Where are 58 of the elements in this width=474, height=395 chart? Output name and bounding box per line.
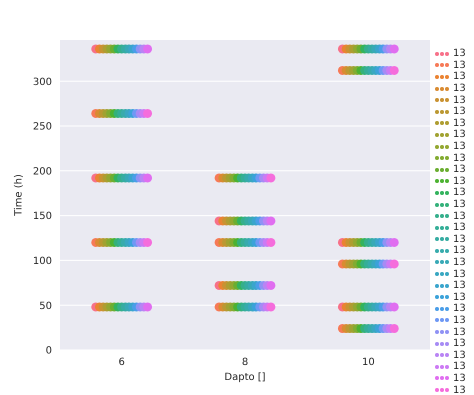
- legend-label: 13: [453, 210, 466, 222]
- legend-label: 13: [453, 222, 466, 234]
- legend-label: 13: [453, 326, 466, 338]
- legend-label: 13: [453, 60, 466, 71]
- x-tick-label: 10: [362, 357, 375, 368]
- legend-label: 13: [453, 71, 466, 82]
- legend-label: 13: [453, 361, 466, 372]
- point: [390, 259, 399, 268]
- point: [266, 238, 276, 247]
- legend-label: 13: [453, 152, 466, 164]
- point: [143, 108, 152, 118]
- point: [390, 324, 399, 333]
- legend-label: 13: [453, 245, 466, 256]
- legend-label: 13: [453, 234, 466, 245]
- legend-label: 13: [453, 106, 466, 118]
- x-tick-label: 6: [118, 357, 125, 368]
- y-tick-label: 0: [46, 346, 52, 357]
- legend-label: 13: [453, 303, 466, 314]
- legend-label: 13: [453, 83, 466, 94]
- legend-label: 13: [453, 48, 466, 60]
- legend-label: 13: [453, 94, 466, 106]
- y-tick-label: 150: [32, 211, 52, 222]
- point: [266, 216, 276, 226]
- legend-label: 13: [453, 129, 466, 140]
- point: [143, 238, 152, 247]
- legend-label: 13: [453, 350, 466, 361]
- point: [266, 280, 276, 290]
- point: [390, 238, 399, 247]
- x-axis-title: Dapto []: [224, 372, 266, 383]
- legend-label: 13: [453, 338, 466, 350]
- point: [143, 44, 152, 54]
- y-tick-label: 300: [32, 76, 52, 88]
- legend-label: 13: [453, 292, 466, 303]
- y-tick-label: 100: [32, 256, 52, 267]
- y-tick-label: 200: [32, 166, 52, 178]
- point: [143, 173, 152, 182]
- legend-label: 13: [453, 314, 466, 326]
- legend-label: 13: [453, 118, 466, 129]
- legend-label: 13: [453, 280, 466, 292]
- point: [390, 44, 399, 54]
- legend-label: 13: [453, 268, 466, 280]
- point: [390, 302, 399, 312]
- legend-label: 13: [453, 384, 466, 395]
- legend-label: 13: [453, 199, 466, 210]
- point: [266, 302, 276, 312]
- point: [390, 66, 399, 75]
- legend-label: 13: [453, 372, 466, 384]
- point: [143, 302, 152, 312]
- y-axis-title: Time (h): [14, 174, 25, 217]
- legend-label: 13: [453, 176, 466, 187]
- x-tick-label: 8: [242, 357, 248, 368]
- legend-label: 13: [453, 164, 466, 176]
- point: [266, 173, 276, 182]
- y-tick-label: 250: [32, 122, 52, 133]
- legend-label: 13: [453, 187, 466, 198]
- y-tick-label: 50: [39, 300, 52, 312]
- legend-label: 13: [453, 256, 466, 268]
- legend-label: 13: [453, 141, 466, 152]
